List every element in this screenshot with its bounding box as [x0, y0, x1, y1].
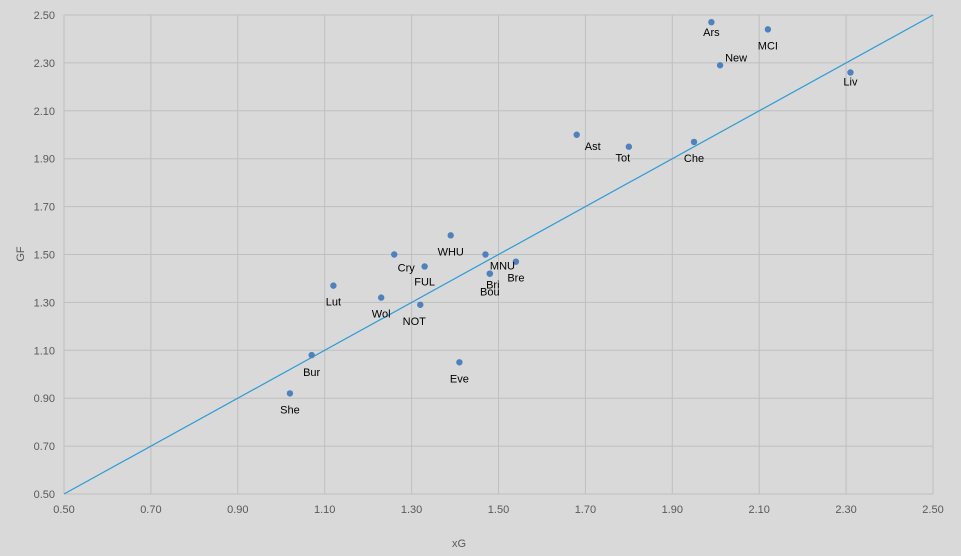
y-tick-label: 1.50 — [34, 250, 55, 262]
point-label-bri: Bri — [486, 280, 499, 292]
data-point-new — [716, 62, 724, 69]
point-label-cry: Cry — [398, 263, 416, 275]
x-tick-label: 2.50 — [922, 504, 943, 516]
point-label-not: NOT — [403, 316, 427, 328]
data-point-cry — [391, 251, 398, 258]
x-tick-label: 0.90 — [227, 504, 248, 516]
y-tick-label: 1.30 — [34, 297, 55, 309]
point-label-she: She — [280, 404, 300, 416]
reference-line — [63, 14, 934, 495]
data-point-tot — [625, 143, 633, 150]
point-label-tot: Tot — [616, 153, 631, 165]
y-tick-label: 0.90 — [34, 393, 55, 405]
y-tick-labels: 0.50 0.70 0.90 1.10 1.30 1.50 1.70 1.90 2.10 2.30… — [34, 10, 55, 501]
data-point-ast — [573, 131, 580, 138]
data-point-wol — [377, 294, 385, 301]
point-label-mci: MCI — [758, 40, 778, 52]
x-axis-title: xG — [452, 538, 466, 550]
y-tick-label: 1.10 — [34, 345, 55, 357]
x-tick-label: 1.90 — [662, 504, 683, 516]
x-tick-label: 1.70 — [575, 504, 596, 516]
data-point-che — [690, 138, 698, 146]
data-point-ars — [708, 18, 715, 26]
data-point-bur — [308, 351, 315, 359]
y-tick-label: 2.10 — [34, 106, 55, 118]
data-point-mci — [764, 26, 772, 33]
y-tick-label: 1.90 — [34, 154, 55, 166]
point-label-wol: Wol — [372, 309, 391, 321]
data-point-not — [417, 301, 424, 308]
point-label-eve: Eve — [450, 373, 469, 385]
point-label-lut: Lut — [326, 297, 341, 309]
point-label-liv: Liv — [843, 76, 858, 88]
point-label-ars: Ars — [703, 27, 720, 39]
point-label-che: Che — [684, 153, 704, 165]
point-label-mnu: MNU — [490, 261, 515, 273]
point-label-bou: Bou — [480, 287, 500, 299]
y-axis-title: GF — [15, 246, 27, 262]
point-label-whu: WHU — [438, 246, 464, 258]
y-tick-label: 2.50 — [34, 10, 55, 22]
x-tick-label: 2.10 — [748, 504, 769, 516]
point-label-bur: Bur — [303, 367, 320, 379]
gridlines — [63, 14, 934, 495]
data-point-mnu — [482, 251, 489, 258]
data-point-bre — [512, 258, 520, 265]
x-tick-labels: 0.50 0.70 0.90 1.10 1.30 1.50 1.70 1.90 2.10 2.30… — [53, 504, 943, 516]
point-label-bre: Bre — [507, 273, 524, 285]
point-label-ast: Ast — [585, 141, 601, 153]
data-point-liv — [847, 69, 854, 76]
data-point-lut — [330, 282, 337, 289]
data-points — [286, 18, 854, 397]
y-tick-label: 0.70 — [34, 441, 55, 453]
y-tick-label: 1.70 — [34, 202, 55, 214]
x-tick-label: 1.10 — [314, 504, 335, 516]
point-label-new: New — [725, 52, 747, 64]
x-tick-label: 1.30 — [401, 504, 422, 516]
x-tick-label: 1.50 — [488, 504, 509, 516]
data-point-ful — [421, 263, 428, 270]
y-tick-label: 2.30 — [34, 58, 55, 70]
data-point-bou — [486, 270, 494, 277]
x-tick-label: 0.50 — [53, 504, 74, 516]
data-point-eve — [456, 359, 463, 366]
x-tick-label: 0.70 — [140, 504, 161, 516]
y-tick-label: 0.50 — [34, 489, 55, 501]
point-label-ful: FUL — [414, 276, 435, 288]
data-point-whu — [447, 232, 454, 239]
x-tick-label: 2.30 — [835, 504, 856, 516]
data-point-she — [286, 390, 294, 397]
